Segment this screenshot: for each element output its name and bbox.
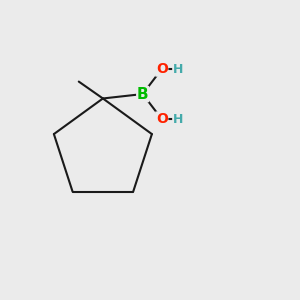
Text: O: O — [156, 62, 168, 76]
Text: B: B — [137, 87, 148, 102]
Text: O: O — [156, 112, 168, 126]
Text: H: H — [173, 62, 183, 76]
Text: H: H — [173, 112, 183, 126]
